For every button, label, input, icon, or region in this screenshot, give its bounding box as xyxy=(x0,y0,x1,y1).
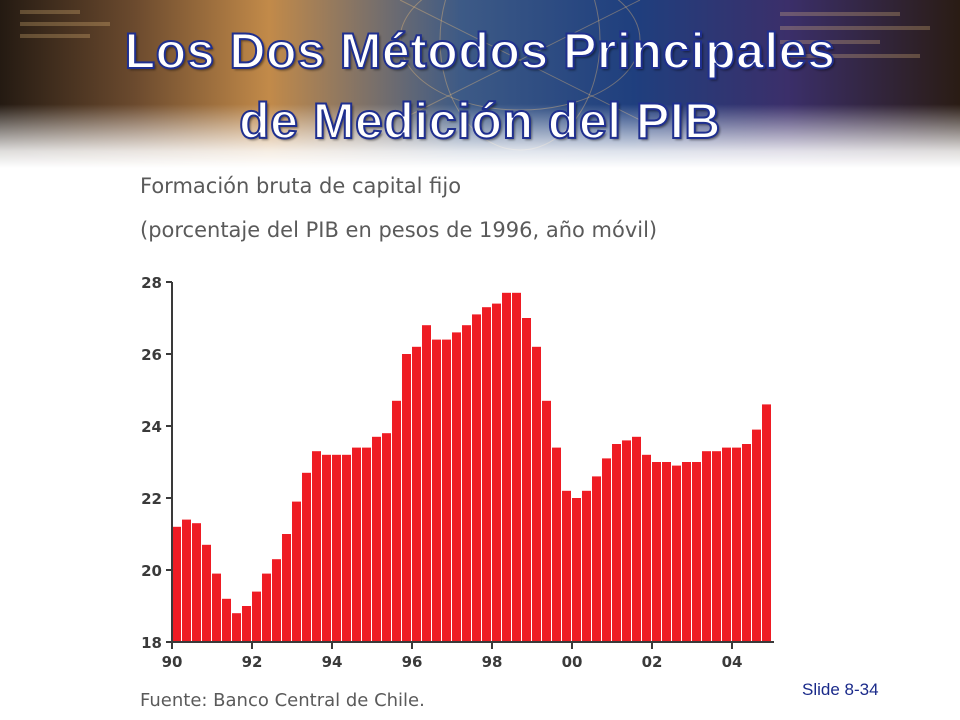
bar xyxy=(692,462,701,642)
y-tick-label: 24 xyxy=(141,418,162,436)
bar xyxy=(222,598,231,642)
slide-number: Slide 8-34 xyxy=(802,680,879,699)
chart-title: Formación bruta de capital fijo xyxy=(140,174,462,198)
bar xyxy=(272,559,281,642)
x-tick-label: 04 xyxy=(722,653,743,671)
bar xyxy=(482,307,491,642)
x-tick-label: 00 xyxy=(562,653,583,671)
bar xyxy=(232,613,241,642)
bar xyxy=(202,544,211,642)
y-tick-label: 28 xyxy=(141,274,162,292)
bar xyxy=(602,458,611,642)
bar xyxy=(342,454,351,642)
x-tick-label: 96 xyxy=(402,653,423,671)
bar xyxy=(552,447,561,642)
bar xyxy=(722,447,731,642)
chart-subtitle: (porcentaje del PIB en pesos de 1996, añ… xyxy=(140,218,658,242)
bar xyxy=(302,472,311,642)
source-note: Fuente: Banco Central de Chile. xyxy=(140,690,425,711)
x-tick-label: 98 xyxy=(482,653,503,671)
bar xyxy=(592,476,601,642)
bar xyxy=(712,451,721,642)
y-tick-label: 22 xyxy=(141,490,162,508)
bar xyxy=(742,444,751,642)
bar xyxy=(562,490,571,642)
slide-title-line-2: de Medición del PIB xyxy=(238,93,721,149)
bar xyxy=(182,519,191,642)
bar xyxy=(322,454,331,642)
bar xyxy=(542,400,551,642)
bar xyxy=(392,400,401,642)
bar xyxy=(762,404,771,642)
bar xyxy=(752,429,761,642)
bar xyxy=(532,346,541,642)
bar xyxy=(492,303,501,642)
bar xyxy=(192,523,201,642)
bar xyxy=(642,454,651,642)
y-tick-label: 18 xyxy=(141,634,162,652)
bar xyxy=(282,534,291,642)
bar xyxy=(242,606,251,642)
bar xyxy=(462,325,471,642)
bar xyxy=(672,465,681,642)
bar xyxy=(292,501,301,642)
bar xyxy=(502,292,511,642)
y-tick-label: 20 xyxy=(141,562,162,580)
bar xyxy=(172,526,181,642)
bar xyxy=(252,591,261,642)
bar xyxy=(632,436,641,642)
bar xyxy=(402,354,411,642)
bar xyxy=(212,573,221,642)
bar xyxy=(382,433,391,642)
bar xyxy=(312,451,321,642)
bar xyxy=(442,339,451,642)
bar xyxy=(732,447,741,642)
bar xyxy=(572,498,581,642)
bar xyxy=(512,292,521,642)
x-tick-label: 02 xyxy=(642,653,663,671)
bar xyxy=(682,462,691,642)
bar xyxy=(662,462,671,642)
bar xyxy=(522,318,531,642)
title-banner xyxy=(0,0,960,168)
x-tick-label: 94 xyxy=(322,653,343,671)
bar xyxy=(372,436,381,642)
bar xyxy=(422,325,431,642)
bar xyxy=(262,573,271,642)
bar xyxy=(412,346,421,642)
bar xyxy=(332,454,341,642)
bar xyxy=(652,462,661,642)
bar xyxy=(472,314,481,642)
bar xyxy=(432,339,441,642)
x-tick-label: 92 xyxy=(242,653,263,671)
bar xyxy=(352,447,361,642)
banner-fade xyxy=(0,0,960,168)
bar xyxy=(582,490,591,642)
bar xyxy=(612,444,621,642)
y-tick-label: 26 xyxy=(141,346,162,364)
x-tick-label: 90 xyxy=(162,653,183,671)
bar xyxy=(452,332,461,642)
slide-title-line-1: Los Dos Métodos Principales xyxy=(124,23,836,79)
bar xyxy=(622,440,631,642)
bar xyxy=(702,451,711,642)
bar xyxy=(362,447,371,642)
chart-bars xyxy=(172,292,771,642)
